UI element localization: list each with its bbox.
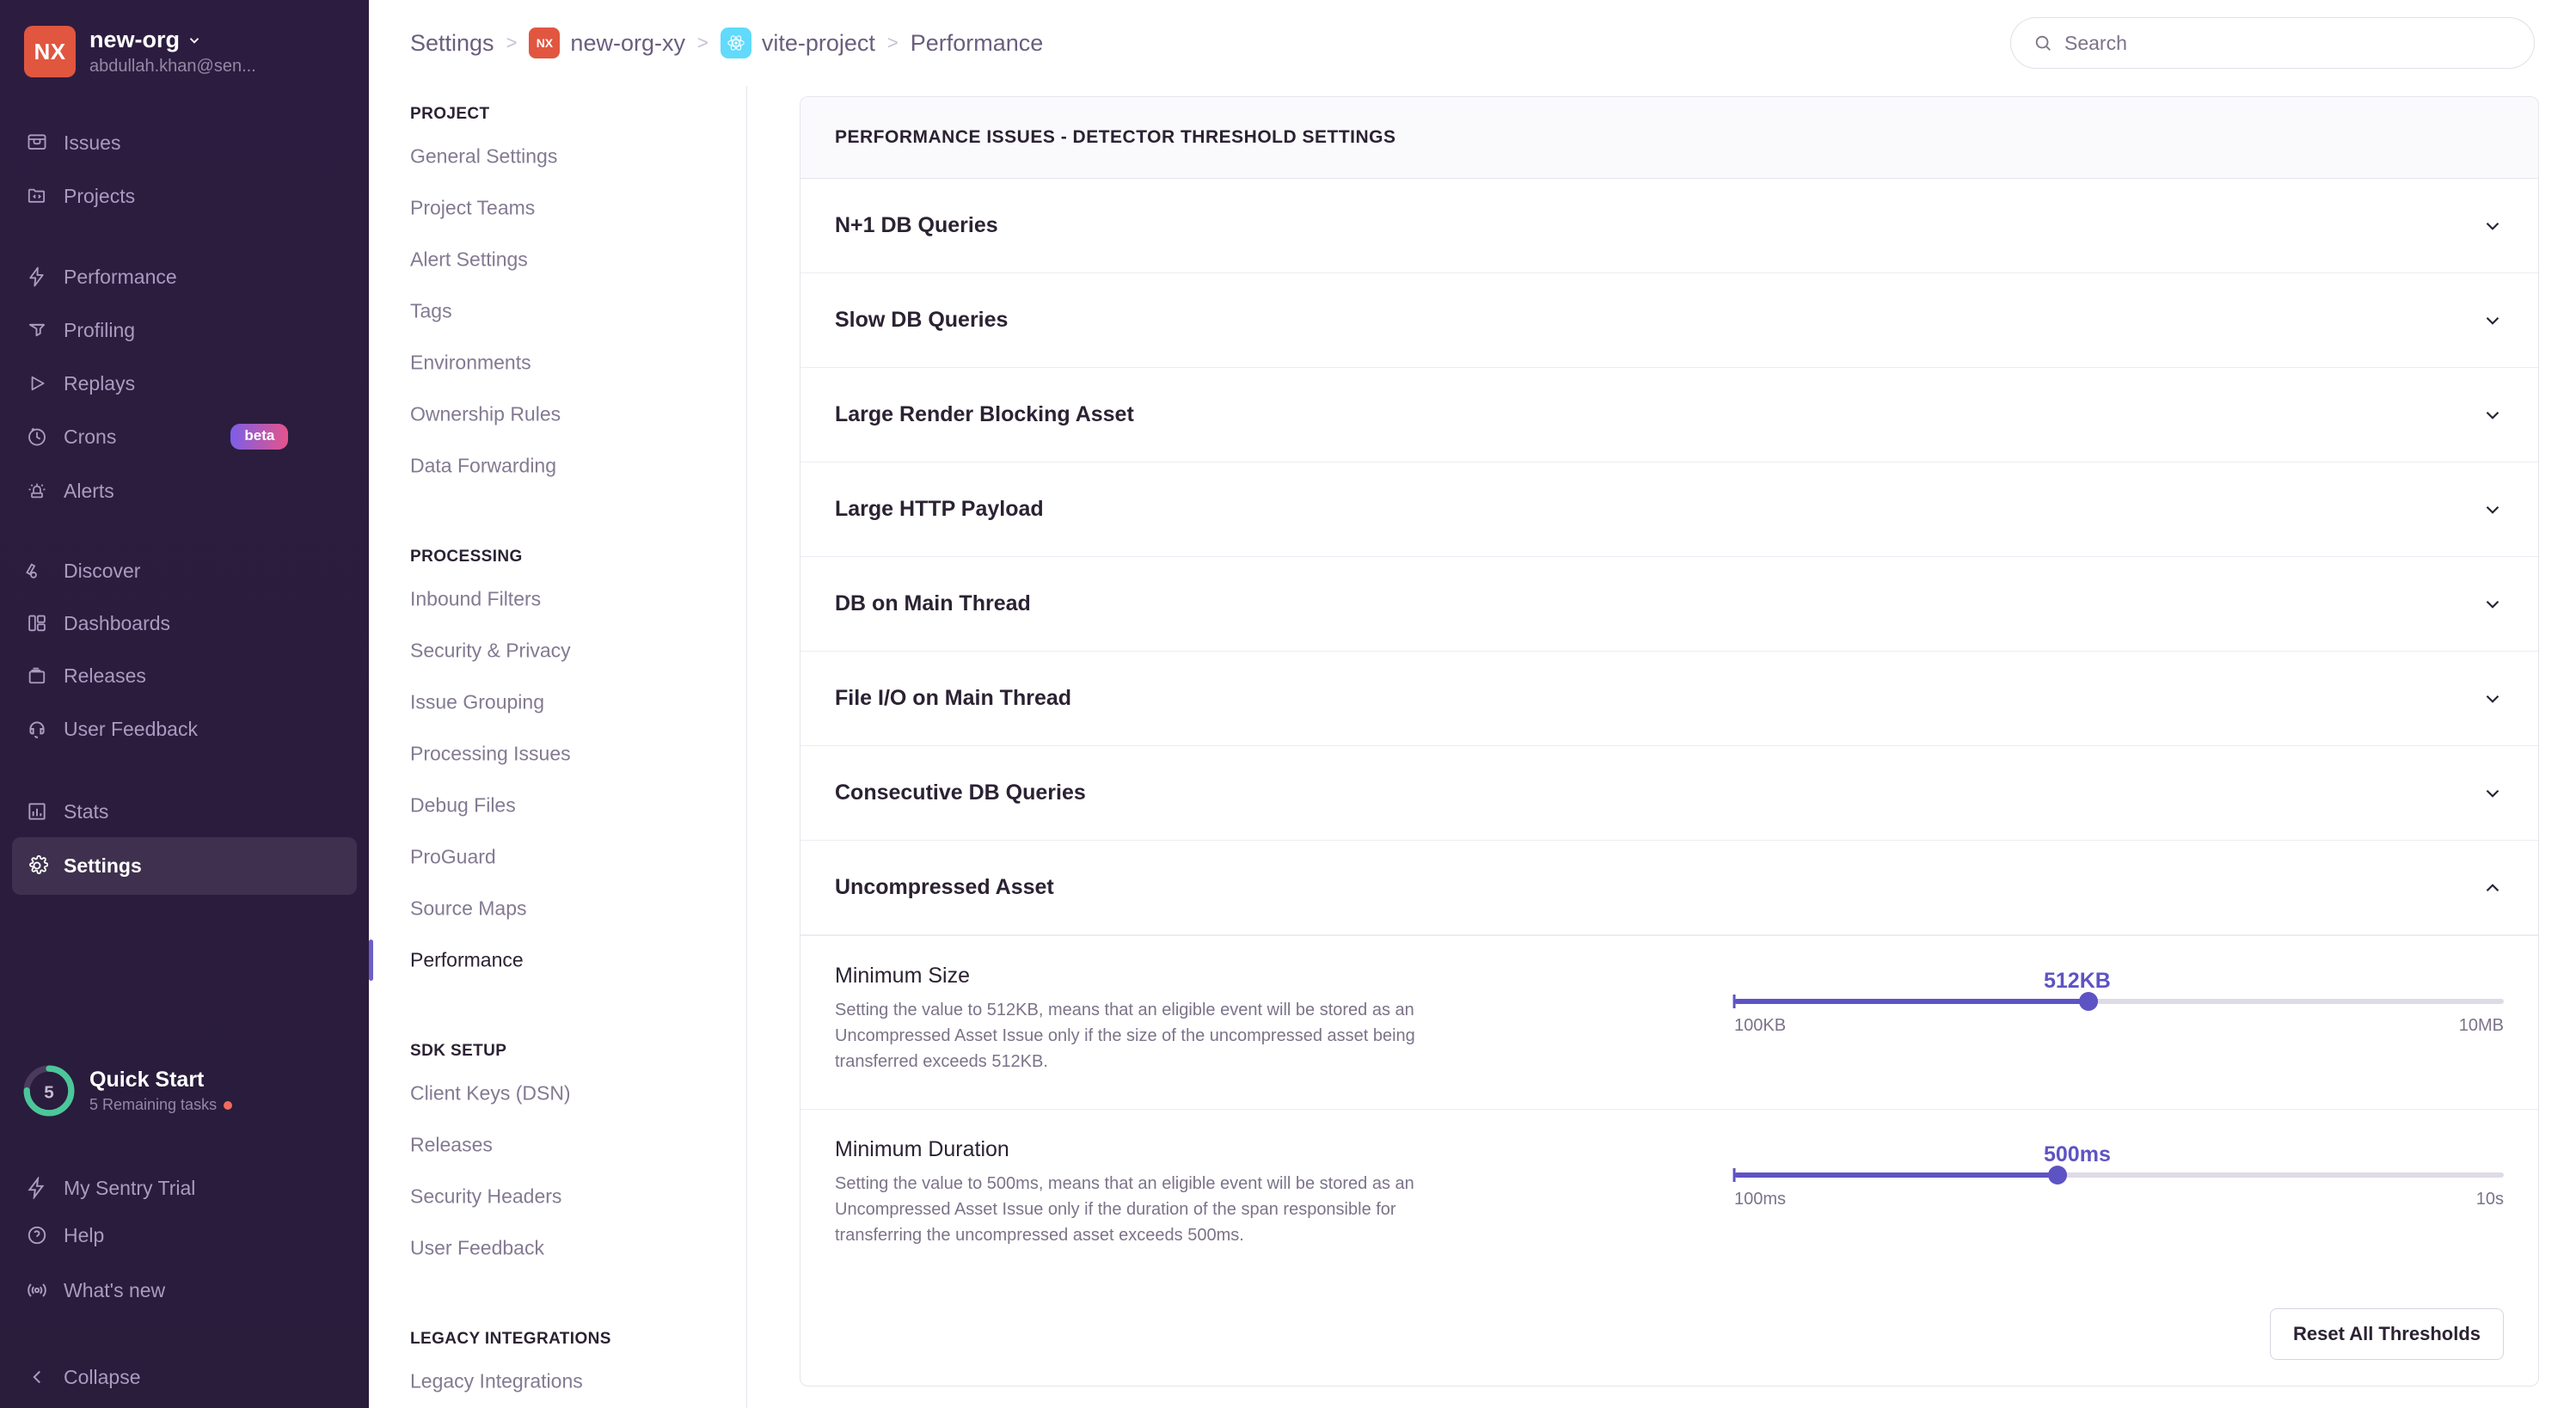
svg-text:5: 5 — [44, 1082, 53, 1102]
